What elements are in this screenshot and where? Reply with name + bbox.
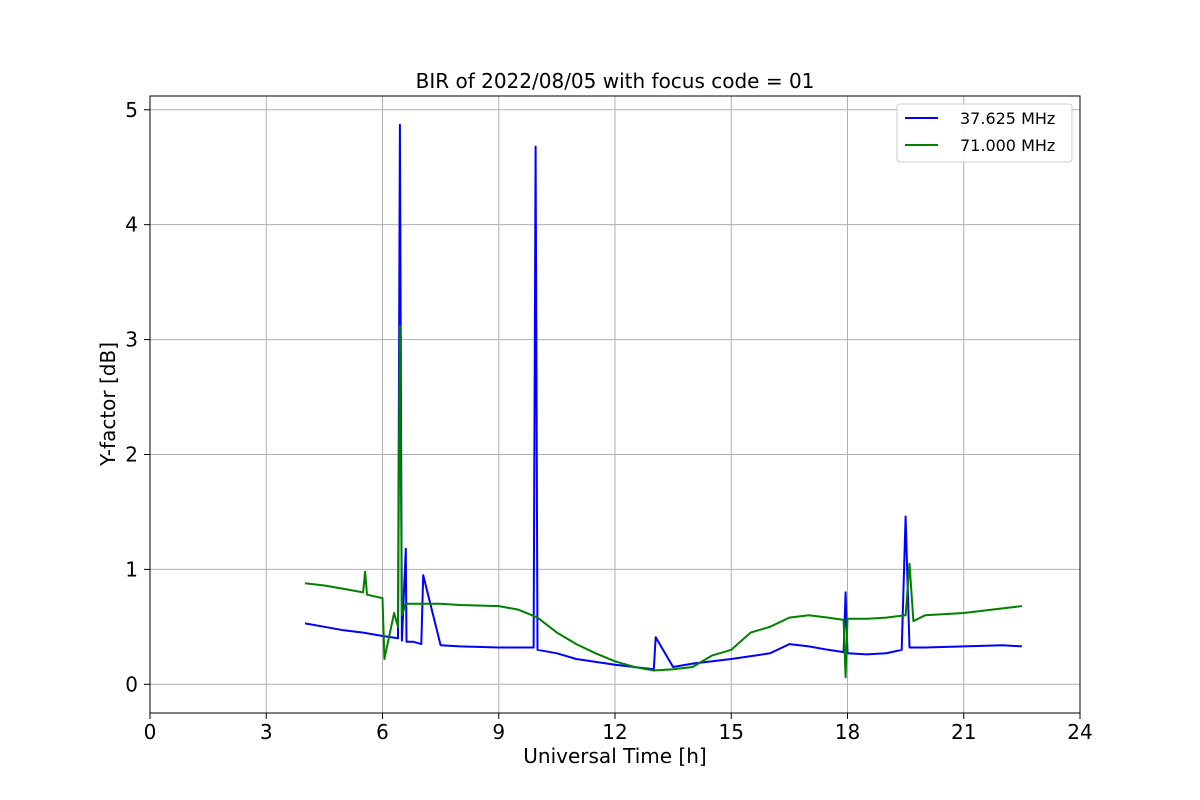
x-axis-label: Universal Time [h]: [523, 744, 706, 768]
y-axis: 0 1 2 3 4 5: [125, 98, 150, 696]
series-area: [304, 123, 1023, 679]
y-tick-label: 2: [125, 442, 138, 466]
y-tick-label: 1: [125, 557, 138, 581]
y-tick-label: 4: [125, 213, 138, 237]
x-tick-label: 0: [144, 720, 157, 744]
x-tick-label: 21: [951, 720, 976, 744]
legend-label-37-625: 37.625 MHz: [960, 109, 1055, 128]
chart-title: BIR of 2022/08/05 with focus code = 01: [416, 69, 815, 93]
y-tick-label: 5: [125, 98, 138, 122]
legend: 37.625 MHz 71.000 MHz: [896, 103, 1073, 163]
y-tick-label: 3: [125, 328, 138, 352]
x-tick-label: 18: [835, 720, 860, 744]
y-axis-label: Y-factor [dB]: [96, 342, 120, 467]
y-tick-label: 0: [125, 672, 138, 696]
series-line-71-000-mhz: [304, 324, 1023, 679]
legend-label-71-000: 71.000 MHz: [960, 136, 1055, 155]
x-axis: 0 3 6 9 12 15 18 21 24: [144, 713, 1093, 744]
x-tick-label: 24: [1067, 720, 1092, 744]
x-tick-label: 3: [260, 720, 273, 744]
x-tick-label: 15: [719, 720, 744, 744]
series-line-37-625-mhz: [304, 123, 1022, 671]
x-tick-label: 9: [492, 720, 505, 744]
x-tick-label: 12: [602, 720, 627, 744]
legend-box: [896, 103, 1073, 163]
x-tick-label: 6: [376, 720, 389, 744]
grid: [150, 96, 1080, 713]
